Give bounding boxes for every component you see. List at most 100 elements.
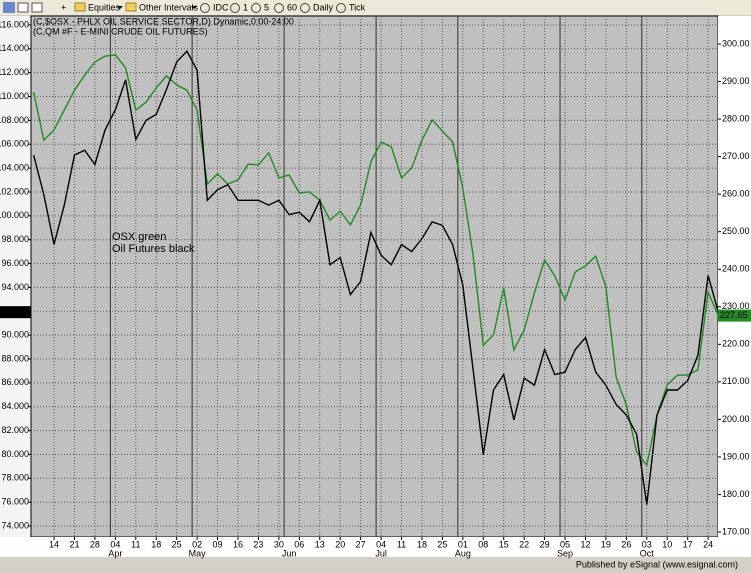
x-tick-label: 21	[69, 539, 79, 549]
y-tick-label: 102.000	[0, 186, 29, 196]
x-tick-label: 09	[213, 539, 223, 549]
y-tick-label: 110.000	[0, 91, 29, 101]
y-tick-label: 94.000	[1, 282, 29, 292]
y2-tick-label: 250.00	[722, 226, 750, 236]
month-label: Apr	[108, 548, 122, 558]
icon[interactable]	[251, 3, 261, 13]
toolbar-item[interactable]: Other Intervals	[139, 2, 199, 12]
footer: Published by eSignal (www.esignal.com)	[576, 559, 738, 569]
icon[interactable]	[31, 2, 43, 13]
y-tick-label: 76.000	[1, 497, 29, 507]
series-line	[32, 54, 719, 467]
y-tick-label: 96.000	[1, 258, 29, 268]
last-value-box	[0, 306, 31, 319]
x-tick-label: 27	[356, 539, 366, 549]
icon[interactable]	[274, 3, 284, 13]
x-tick-label: 10	[662, 539, 672, 549]
x-tick-label: 29	[540, 539, 550, 549]
x-tick-label: 30	[274, 539, 284, 549]
y-tick-label: 106.000	[0, 139, 29, 149]
x-tick-label: 11	[397, 539, 406, 549]
y-tick-label: 112.000	[0, 67, 29, 77]
month-label: Jul	[375, 548, 387, 558]
month-label: Jun	[282, 548, 297, 558]
toolbar-item[interactable]: IDC	[213, 2, 229, 12]
last-value-label: 227.65	[720, 310, 748, 320]
icon[interactable]	[17, 2, 29, 13]
x-axis	[0, 537, 751, 557]
y-tick-label: 84.000	[1, 401, 29, 411]
y2-tick-label: 210.00	[722, 376, 750, 386]
icon[interactable]	[230, 3, 240, 13]
x-tick-label: 25	[172, 539, 182, 549]
left-axis	[0, 16, 31, 537]
icon[interactable]: +	[61, 2, 66, 12]
last-value-label: 91.925	[2, 307, 30, 317]
folder-icon[interactable]	[74, 2, 86, 12]
toolbar-item[interactable]: 60	[287, 2, 297, 12]
y-tick-label: 104.000	[0, 162, 29, 172]
x-tick-label: 15	[499, 539, 509, 549]
x-tick-label: 04	[110, 539, 120, 549]
x-tick-label: 02	[192, 539, 202, 549]
y-tick-label: 116.000	[0, 19, 29, 29]
y-tick-label: 78.000	[1, 473, 29, 483]
icon[interactable]	[200, 3, 210, 13]
x-tick-label: 18	[151, 539, 161, 549]
folder-icon[interactable]	[125, 2, 137, 12]
x-tick-label: 17	[683, 539, 693, 549]
x-tick-label: 13	[315, 539, 325, 549]
x-tick-label: 01	[458, 539, 468, 549]
x-tick-label: 08	[478, 539, 488, 549]
x-tick-label: 26	[621, 539, 631, 549]
y2-tick-label: 290.00	[722, 76, 750, 86]
y-tick-label: 86.000	[1, 377, 29, 387]
x-tick-label: 28	[90, 539, 100, 549]
icon[interactable]	[336, 3, 346, 13]
y-tick-label: 90.000	[1, 330, 29, 340]
x-tick-label: 06	[294, 539, 304, 549]
x-tick-label: 23	[253, 539, 263, 549]
month-label: Oct	[640, 548, 655, 558]
y2-tick-label: 180.00	[722, 489, 750, 499]
y-tick-label: 108.000	[0, 115, 29, 125]
dropdown-arrow[interactable]	[191, 6, 197, 9]
dropdown-arrow[interactable]	[117, 6, 123, 9]
annotation: Oil Futures black	[112, 243, 195, 255]
y-tick-label: 100.000	[0, 210, 29, 220]
toolbar-item[interactable]: 1	[243, 2, 248, 12]
y2-tick-label: 220.00	[722, 339, 750, 349]
month-label: May	[189, 548, 207, 558]
month-label: Sep	[557, 548, 573, 558]
y-tick-label: 98.000	[1, 234, 29, 244]
x-tick-label: 11	[131, 539, 140, 549]
y2-tick-label: 300.00	[722, 38, 750, 48]
y2-tick-label: 170.00	[722, 526, 750, 536]
x-tick-label: 14	[49, 539, 59, 549]
toolbar-item[interactable]: 5	[264, 2, 269, 12]
x-tick-label: 20	[335, 539, 345, 549]
y-tick-label: 82.000	[1, 425, 29, 435]
x-tick-label: 04	[376, 539, 386, 549]
series-line	[32, 50, 719, 505]
series-label: (C,QM #F - E-MINI CRUDE OIL FUTURES)	[33, 26, 208, 36]
annotation: OSX green	[112, 231, 166, 243]
icon[interactable]	[3, 2, 15, 13]
toolbar-item[interactable]: Equities	[88, 2, 121, 12]
toolbar-item[interactable]: Daily	[313, 2, 334, 12]
toolbar-item[interactable]: Tick	[349, 2, 366, 12]
right-axis	[718, 16, 751, 537]
y2-tick-label: 230.00	[722, 301, 750, 311]
x-tick-label: 19	[601, 539, 611, 549]
series-label: (C,$OSX - PHLX OIL SERVICE SECTOR,D) Dyn…	[33, 16, 294, 26]
plot-area	[30, 15, 719, 538]
toolbar	[0, 0, 751, 15]
y-tick-label: 114.000	[0, 43, 29, 53]
y-tick-label: 74.000	[1, 520, 29, 530]
icon[interactable]	[300, 3, 310, 13]
y2-tick-label: 270.00	[722, 151, 750, 161]
x-tick-label: 12	[580, 539, 590, 549]
x-tick-label: 03	[642, 539, 652, 549]
